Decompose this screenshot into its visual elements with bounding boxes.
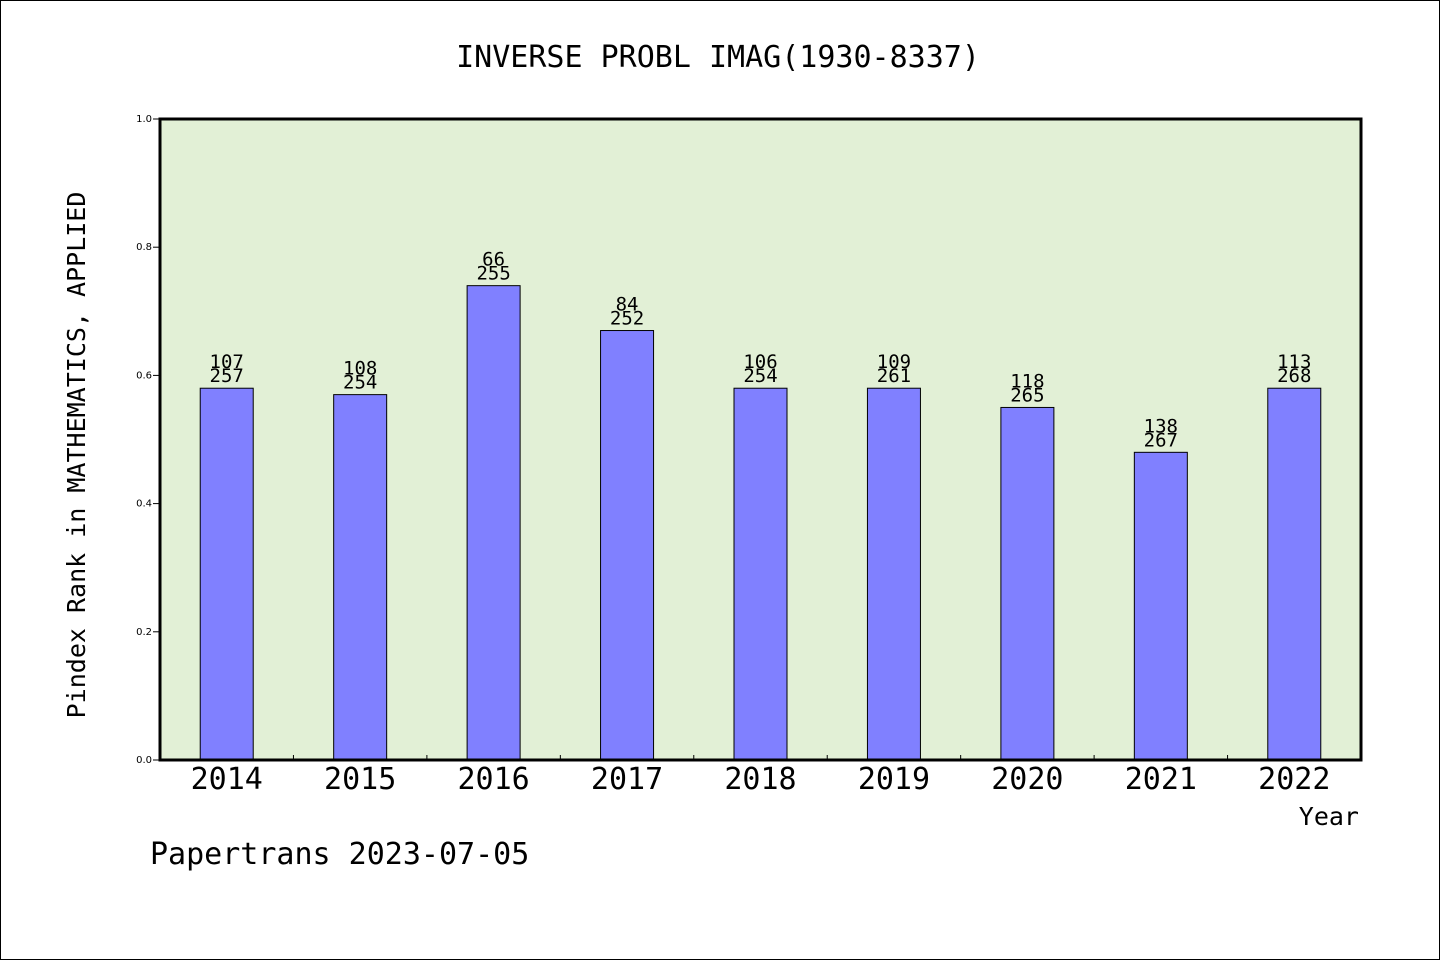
total-label-2021: 267 — [1144, 429, 1178, 451]
rank-label-2016: 66 — [482, 249, 505, 271]
rank-label-2018: 106 — [743, 351, 777, 373]
x-tick-label-2015: 2015 — [324, 762, 396, 797]
bar-series — [199, 285, 1322, 761]
chart-title: INVERSE PROBL IMAG(1930-8337) — [456, 40, 980, 75]
x-tick-label-2020: 2020 — [991, 762, 1063, 797]
total-label-2014: 257 — [210, 365, 244, 387]
plot-border — [158, 117, 1363, 762]
bar-2019 — [866, 387, 921, 761]
rank-label-2019: 109 — [877, 351, 911, 373]
rank-label-2022: 113 — [1277, 351, 1311, 373]
watermark-text: Papertrans 2023-07-05 — [150, 837, 529, 872]
rank-label-2020: 118 — [1010, 370, 1044, 392]
bar-2016 — [466, 285, 521, 761]
rank-label-2021: 138 — [1144, 415, 1178, 437]
total-label-2020: 265 — [1010, 384, 1044, 406]
bar-2020 — [1000, 406, 1055, 761]
rank-label-2017: 84 — [616, 294, 639, 316]
y-tick-label: 0.2 — [136, 627, 152, 638]
x-tick-label-2019: 2019 — [858, 762, 930, 797]
bar-2014 — [199, 387, 254, 761]
total-label-2016: 255 — [476, 263, 510, 285]
y-axis: 0.0 0.2 0.4 0.6 0.8 1.0 — [136, 114, 160, 766]
bar-2021 — [1133, 451, 1188, 761]
y-tick-label: 0.8 — [136, 242, 152, 253]
x-tick-label-2022: 2022 — [1258, 762, 1330, 797]
rank-label-2015: 108 — [343, 358, 377, 380]
x-tick-label-2017: 2017 — [591, 762, 663, 797]
y-axis-title: Pindex Rank in MATHEMATICS, APPLIED — [62, 192, 91, 719]
total-label-2019: 261 — [877, 365, 911, 387]
y-tick-label: 0.6 — [136, 370, 152, 381]
total-label-2022: 268 — [1277, 365, 1311, 387]
x-tick-label-2018: 2018 — [724, 762, 796, 797]
bar-2017 — [600, 330, 655, 761]
rank-label-2014: 107 — [210, 351, 244, 373]
y-tick-label: 0.4 — [136, 499, 152, 510]
bar-2022 — [1267, 387, 1322, 761]
total-label-2018: 254 — [743, 365, 777, 387]
x-axis-title: Year — [1299, 802, 1359, 831]
total-label-2017: 252 — [610, 308, 644, 330]
x-tick-label-2016: 2016 — [457, 762, 529, 797]
bar-2018 — [733, 387, 788, 761]
bar-2015 — [333, 394, 388, 761]
y-tick-label: 1.0 — [136, 114, 152, 125]
x-tick-label-2021: 2021 — [1125, 762, 1197, 797]
x-tick-label-2014: 2014 — [191, 762, 263, 797]
total-label-2015: 254 — [343, 372, 377, 394]
x-axis: 2014 2015 2016 2017 2018 2019 2020 2021 2022 — [191, 762, 1331, 797]
y-tick-label: 0.0 — [136, 755, 152, 766]
